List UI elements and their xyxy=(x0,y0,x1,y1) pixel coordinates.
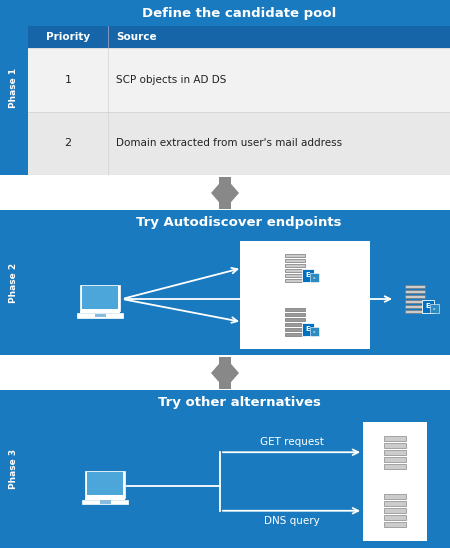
Bar xyxy=(384,508,406,513)
Bar xyxy=(285,313,305,316)
Text: Phase 1: Phase 1 xyxy=(9,68,18,108)
Text: SCP objects in AD DS: SCP objects in AD DS xyxy=(116,75,226,85)
Bar xyxy=(405,310,424,313)
Bar xyxy=(28,26,450,175)
Bar xyxy=(285,274,305,277)
Bar xyxy=(405,290,424,293)
Polygon shape xyxy=(211,357,239,389)
Text: E: E xyxy=(306,272,310,278)
Bar xyxy=(384,501,406,506)
Text: DNS query: DNS query xyxy=(264,516,320,526)
Bar xyxy=(28,235,450,355)
Polygon shape xyxy=(211,357,239,389)
Bar xyxy=(80,311,120,313)
Bar xyxy=(405,305,424,308)
Bar xyxy=(384,436,406,441)
Bar xyxy=(0,0,28,175)
Bar xyxy=(28,415,450,548)
Text: Try Autodiscover endpoints: Try Autodiscover endpoints xyxy=(136,216,342,229)
Bar xyxy=(285,258,305,262)
Bar xyxy=(240,241,370,349)
Text: E: E xyxy=(426,303,430,309)
Bar xyxy=(285,269,305,272)
Bar xyxy=(99,500,111,504)
Bar xyxy=(384,515,406,520)
Text: Phase 3: Phase 3 xyxy=(9,449,18,489)
Bar xyxy=(0,390,28,548)
Bar xyxy=(80,284,120,311)
Text: x: x xyxy=(433,307,436,311)
Bar xyxy=(363,422,427,482)
Bar xyxy=(94,314,105,317)
Bar xyxy=(85,471,125,498)
Bar xyxy=(28,210,450,235)
Bar xyxy=(285,254,305,257)
Text: Define the candidate pool: Define the candidate pool xyxy=(142,7,336,19)
Bar xyxy=(285,333,305,336)
Bar xyxy=(28,48,450,112)
Bar xyxy=(0,210,28,355)
Text: 1: 1 xyxy=(64,75,72,85)
Text: x: x xyxy=(313,331,316,334)
Text: Priority: Priority xyxy=(46,32,90,42)
Text: GET request: GET request xyxy=(260,437,324,447)
Text: Domain extracted from user's mail address: Domain extracted from user's mail addres… xyxy=(116,138,342,149)
Bar xyxy=(384,443,406,448)
Bar xyxy=(285,263,305,267)
Bar xyxy=(302,323,315,336)
Text: Source: Source xyxy=(116,32,157,42)
Polygon shape xyxy=(211,177,239,209)
Bar xyxy=(405,295,424,298)
Bar xyxy=(285,328,305,331)
Bar xyxy=(405,300,424,303)
Bar xyxy=(87,472,122,496)
Text: 2: 2 xyxy=(64,138,72,149)
Bar xyxy=(82,500,128,504)
Bar xyxy=(82,285,117,309)
Bar xyxy=(422,300,434,312)
Bar xyxy=(28,112,450,175)
Bar xyxy=(28,26,450,48)
Bar xyxy=(77,313,123,317)
Bar xyxy=(384,522,406,527)
Text: x: x xyxy=(313,276,316,280)
Bar xyxy=(384,464,406,469)
Bar xyxy=(310,272,319,282)
Bar xyxy=(285,308,305,311)
Bar xyxy=(405,285,424,288)
Text: E: E xyxy=(306,326,310,332)
Bar xyxy=(310,327,319,336)
Bar xyxy=(384,456,406,462)
Bar xyxy=(302,269,315,282)
Text: Phase 2: Phase 2 xyxy=(9,262,18,302)
Bar xyxy=(28,390,450,415)
Bar xyxy=(28,0,450,26)
Text: Try other alternatives: Try other alternatives xyxy=(158,396,320,409)
Bar xyxy=(384,494,406,499)
Bar xyxy=(285,323,305,326)
Bar xyxy=(285,318,305,321)
Bar xyxy=(85,498,125,500)
Polygon shape xyxy=(211,177,239,209)
Bar xyxy=(363,481,427,541)
Bar xyxy=(430,304,439,312)
Bar xyxy=(384,450,406,455)
Bar xyxy=(285,278,305,282)
